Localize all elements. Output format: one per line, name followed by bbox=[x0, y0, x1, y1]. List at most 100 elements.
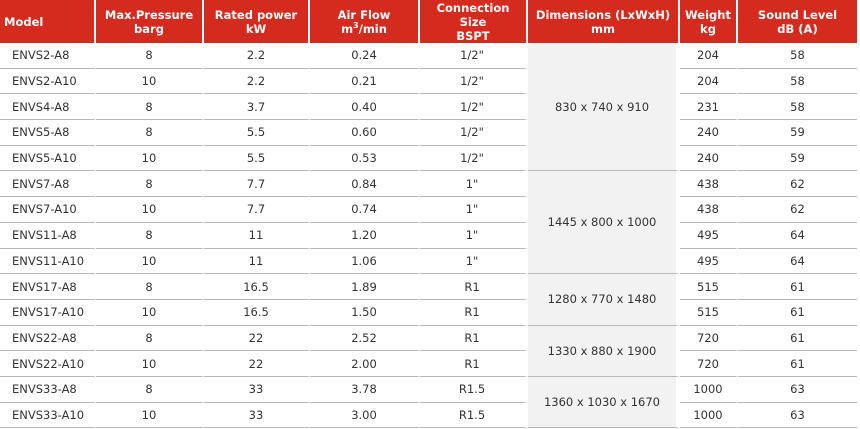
cell-sound: 61 bbox=[738, 351, 857, 377]
cell-pressure: 8 bbox=[96, 325, 204, 352]
cell-conn: R1 bbox=[420, 351, 528, 377]
cell-pressure: 10 bbox=[96, 248, 204, 275]
cell-airflow: 0.24 bbox=[310, 43, 420, 69]
cell-conn: 1/2" bbox=[420, 145, 528, 172]
table-row: ENVS33-A8 8 33 3.78 R1.5 1360 x 1030 x 1670 10… bbox=[0, 376, 857, 429]
cell-sound: 61 bbox=[738, 274, 857, 300]
cell-pressure: 10 bbox=[96, 402, 204, 429]
cell-conn: R1 bbox=[420, 325, 528, 352]
table-row: ENVS33-A10 10 33 3.00 R1.5 1000 63 bbox=[0, 402, 857, 429]
cell-power: 33 bbox=[204, 402, 310, 429]
cell-airflow: 0.60 bbox=[310, 120, 420, 146]
cell-weight: 495 bbox=[680, 222, 738, 249]
cell-airflow: 1.50 bbox=[310, 299, 420, 326]
cell-sound: 59 bbox=[738, 120, 857, 146]
table-row: ENVS7-A10 10 7.7 0.74 1" 438 62 bbox=[0, 197, 857, 223]
table-row: ENVS7-A8 8 7.7 0.84 1" 1445 x 800 x 1000 438 62 bbox=[0, 171, 857, 275]
cell-power: 16.5 bbox=[204, 299, 310, 326]
cell-power: 7.7 bbox=[204, 171, 310, 198]
cell-airflow: 0.40 bbox=[310, 94, 420, 121]
cell-model: ENVS2-A10 bbox=[0, 68, 96, 95]
cell-model: ENVS22-A10 bbox=[0, 351, 96, 377]
cell-power: 22 bbox=[204, 351, 310, 377]
cell-sound: 61 bbox=[738, 326, 857, 352]
cell-dimensions: 1445 x 800 x 1000 bbox=[528, 171, 680, 275]
cell-pressure: 8 bbox=[96, 120, 204, 146]
cell-weight: 495 bbox=[680, 248, 738, 275]
cell-weight: 204 bbox=[680, 43, 738, 69]
cell-weight: 515 bbox=[680, 299, 738, 326]
cell-model: ENVS17-A10 bbox=[0, 299, 96, 326]
cell-power: 3.7 bbox=[204, 94, 310, 121]
cell-airflow: 2.52 bbox=[310, 325, 420, 352]
cell-pressure: 10 bbox=[96, 351, 204, 377]
cell-dimensions: 1360 x 1030 x 1670 bbox=[528, 376, 680, 429]
cell-weight: 438 bbox=[680, 171, 738, 198]
table-row: ENVS17-A10 10 16.5 1.50 R1 515 61 bbox=[0, 299, 857, 326]
cell-airflow: 0.21 bbox=[310, 68, 420, 95]
table-row: ENVS22-A8 8 22 2.52 R1 1330 x 880 x 1900 720 61 bbox=[0, 325, 857, 377]
cell-pressure: 10 bbox=[96, 299, 204, 326]
cell-weight: 240 bbox=[680, 120, 738, 146]
cell-dimensions: 1280 x 770 x 1480 bbox=[528, 274, 680, 326]
cell-pressure: 10 bbox=[96, 197, 204, 223]
cell-pressure: 8 bbox=[96, 222, 204, 249]
cell-sound: 62 bbox=[738, 171, 857, 198]
cell-pressure: 8 bbox=[96, 274, 204, 300]
cell-power: 2.2 bbox=[204, 43, 310, 69]
header-sound: Sound Level dB (A) bbox=[738, 0, 857, 43]
cell-airflow: 3.78 bbox=[310, 376, 420, 403]
cell-weight: 231 bbox=[680, 94, 738, 121]
header-row: Model Max.Pressure barg Rated power kW Air… bbox=[0, 0, 857, 43]
cell-airflow: 0.53 bbox=[310, 145, 420, 172]
cell-sound: 64 bbox=[738, 249, 857, 275]
table-body: ENVS2-A8 8 2.2 0.24 1/2" 830 x 740 x 910 204 58… bbox=[0, 43, 857, 429]
cell-power: 33 bbox=[204, 376, 310, 403]
cell-weight: 240 bbox=[680, 145, 738, 172]
table-row: ENVS17-A8 8 16.5 1.89 R1 1280 x 770 x 1480 515… bbox=[0, 274, 857, 326]
cell-model: ENVS11-A10 bbox=[0, 248, 96, 275]
cell-sound: 61 bbox=[738, 300, 857, 326]
cell-power: 16.5 bbox=[204, 274, 310, 300]
cell-weight: 720 bbox=[680, 351, 738, 377]
cell-dimensions: 830 x 740 x 910 bbox=[528, 43, 680, 172]
cell-power: 2.2 bbox=[204, 68, 310, 95]
header-airflow: Air Flow m3/min bbox=[310, 0, 420, 43]
cell-model: ENVS5-A8 bbox=[0, 120, 96, 146]
table-row: ENVS2-A8 8 2.2 0.24 1/2" 830 x 740 x 910 204 58 bbox=[0, 43, 857, 172]
cell-model: ENVS33-A8 bbox=[0, 376, 96, 403]
cell-conn: 1" bbox=[420, 197, 528, 223]
cell-power: 22 bbox=[204, 325, 310, 352]
cell-pressure: 8 bbox=[96, 94, 204, 121]
cell-sound: 59 bbox=[738, 146, 857, 172]
cell-pressure: 10 bbox=[96, 68, 204, 95]
cell-weight: 1000 bbox=[680, 402, 738, 429]
cell-model: ENVS4-A8 bbox=[0, 94, 96, 121]
cell-sound: 58 bbox=[738, 69, 857, 95]
cell-pressure: 8 bbox=[96, 171, 204, 198]
table-row: ENVS5-A10 10 5.5 0.53 1/2" 240 59 bbox=[0, 145, 857, 172]
cell-sound: 63 bbox=[738, 403, 857, 429]
header-weight: Weight kg bbox=[680, 0, 738, 43]
cell-airflow: 0.84 bbox=[310, 171, 420, 198]
cell-weight: 438 bbox=[680, 197, 738, 223]
cell-pressure: 8 bbox=[96, 43, 204, 69]
cell-power: 11 bbox=[204, 222, 310, 249]
cell-model: ENVS22-A8 bbox=[0, 325, 96, 352]
cell-airflow: 2.00 bbox=[310, 351, 420, 377]
cell-airflow: 3.00 bbox=[310, 402, 420, 429]
cell-model: ENVS11-A8 bbox=[0, 222, 96, 249]
table-row: ENVS11-A8 8 11 1.20 1" 495 64 bbox=[0, 222, 857, 249]
cell-conn: 1/2" bbox=[420, 120, 528, 146]
cell-pressure: 10 bbox=[96, 145, 204, 172]
cell-sound: 58 bbox=[738, 94, 857, 121]
cell-conn: 1" bbox=[420, 222, 528, 249]
table-row: ENVS11-A10 10 11 1.06 1" 495 64 bbox=[0, 248, 857, 275]
header-connection: Connection Size BSPT bbox=[420, 0, 528, 43]
cell-model: ENVS2-A8 bbox=[0, 43, 96, 69]
cell-model: ENVS17-A8 bbox=[0, 274, 96, 300]
cell-power: 7.7 bbox=[204, 197, 310, 223]
cell-weight: 720 bbox=[680, 325, 738, 352]
cell-airflow: 1.89 bbox=[310, 274, 420, 300]
cell-conn: R1 bbox=[420, 299, 528, 326]
